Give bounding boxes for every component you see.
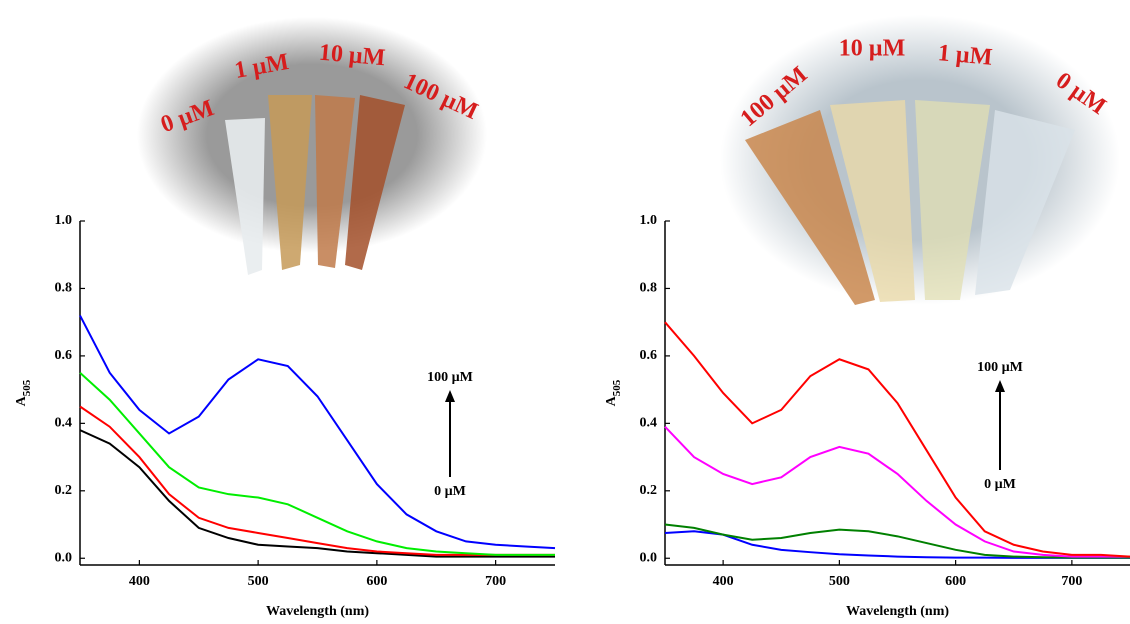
photo-label: 1 µM <box>937 40 994 71</box>
y-axis-label-subscript: 505 <box>21 379 33 396</box>
series-line <box>664 426 1130 558</box>
x-tick-label: 500 <box>248 574 269 589</box>
y-axis-label-subscript: 505 <box>611 379 623 396</box>
x-tick-label: 700 <box>485 574 506 589</box>
annotation: 100 µM <box>977 360 1023 375</box>
x-axis-label: Wavelength (nm) <box>266 604 369 619</box>
series-line <box>79 429 555 558</box>
y-tick-label: 0.4 <box>55 416 73 431</box>
arrow-head <box>995 380 1005 392</box>
x-tick-label: 600 <box>945 574 966 589</box>
photo-label: 10 µM <box>318 40 386 72</box>
y-tick-label: 0.8 <box>640 281 658 296</box>
y-tick-label: 0.6 <box>55 348 73 363</box>
series-line <box>664 523 1130 559</box>
photo-label: 10 µM <box>839 36 905 62</box>
annotation: 0 µM <box>984 477 1016 492</box>
y-tick-label: 0.2 <box>640 483 658 498</box>
y-axis-label-main: A <box>604 395 619 406</box>
series-line <box>79 314 556 550</box>
x-tick-label: 400 <box>129 574 150 589</box>
annotation: 100 µM <box>427 370 473 385</box>
series-line <box>79 372 555 556</box>
x-tick-label: 600 <box>366 574 387 589</box>
y-tick-label: 0.6 <box>640 348 658 363</box>
y-axis-label: A505 <box>604 379 622 406</box>
series-line <box>664 321 1130 558</box>
y-tick-label: 0.8 <box>55 281 73 296</box>
y-tick-label: 0.0 <box>55 550 73 565</box>
y-axis-label: A505 <box>14 379 32 406</box>
x-tick-label: 700 <box>1061 574 1082 589</box>
y-tick-label: 0.0 <box>640 550 658 565</box>
y-tick-label: 1.0 <box>55 213 73 228</box>
x-axis-label: Wavelength (nm) <box>846 604 949 619</box>
y-tick-label: 1.0 <box>640 213 658 228</box>
arrow-head <box>445 390 455 402</box>
x-tick-label: 500 <box>829 574 850 589</box>
y-tick-label: 0.4 <box>640 416 658 431</box>
photo <box>137 17 487 275</box>
series-line <box>79 405 555 556</box>
annotation: 0 µM <box>434 484 466 499</box>
photo <box>720 15 1120 305</box>
x-tick-label: 400 <box>713 574 734 589</box>
y-tick-label: 0.2 <box>55 483 73 498</box>
y-axis-label-main: A <box>14 395 29 406</box>
